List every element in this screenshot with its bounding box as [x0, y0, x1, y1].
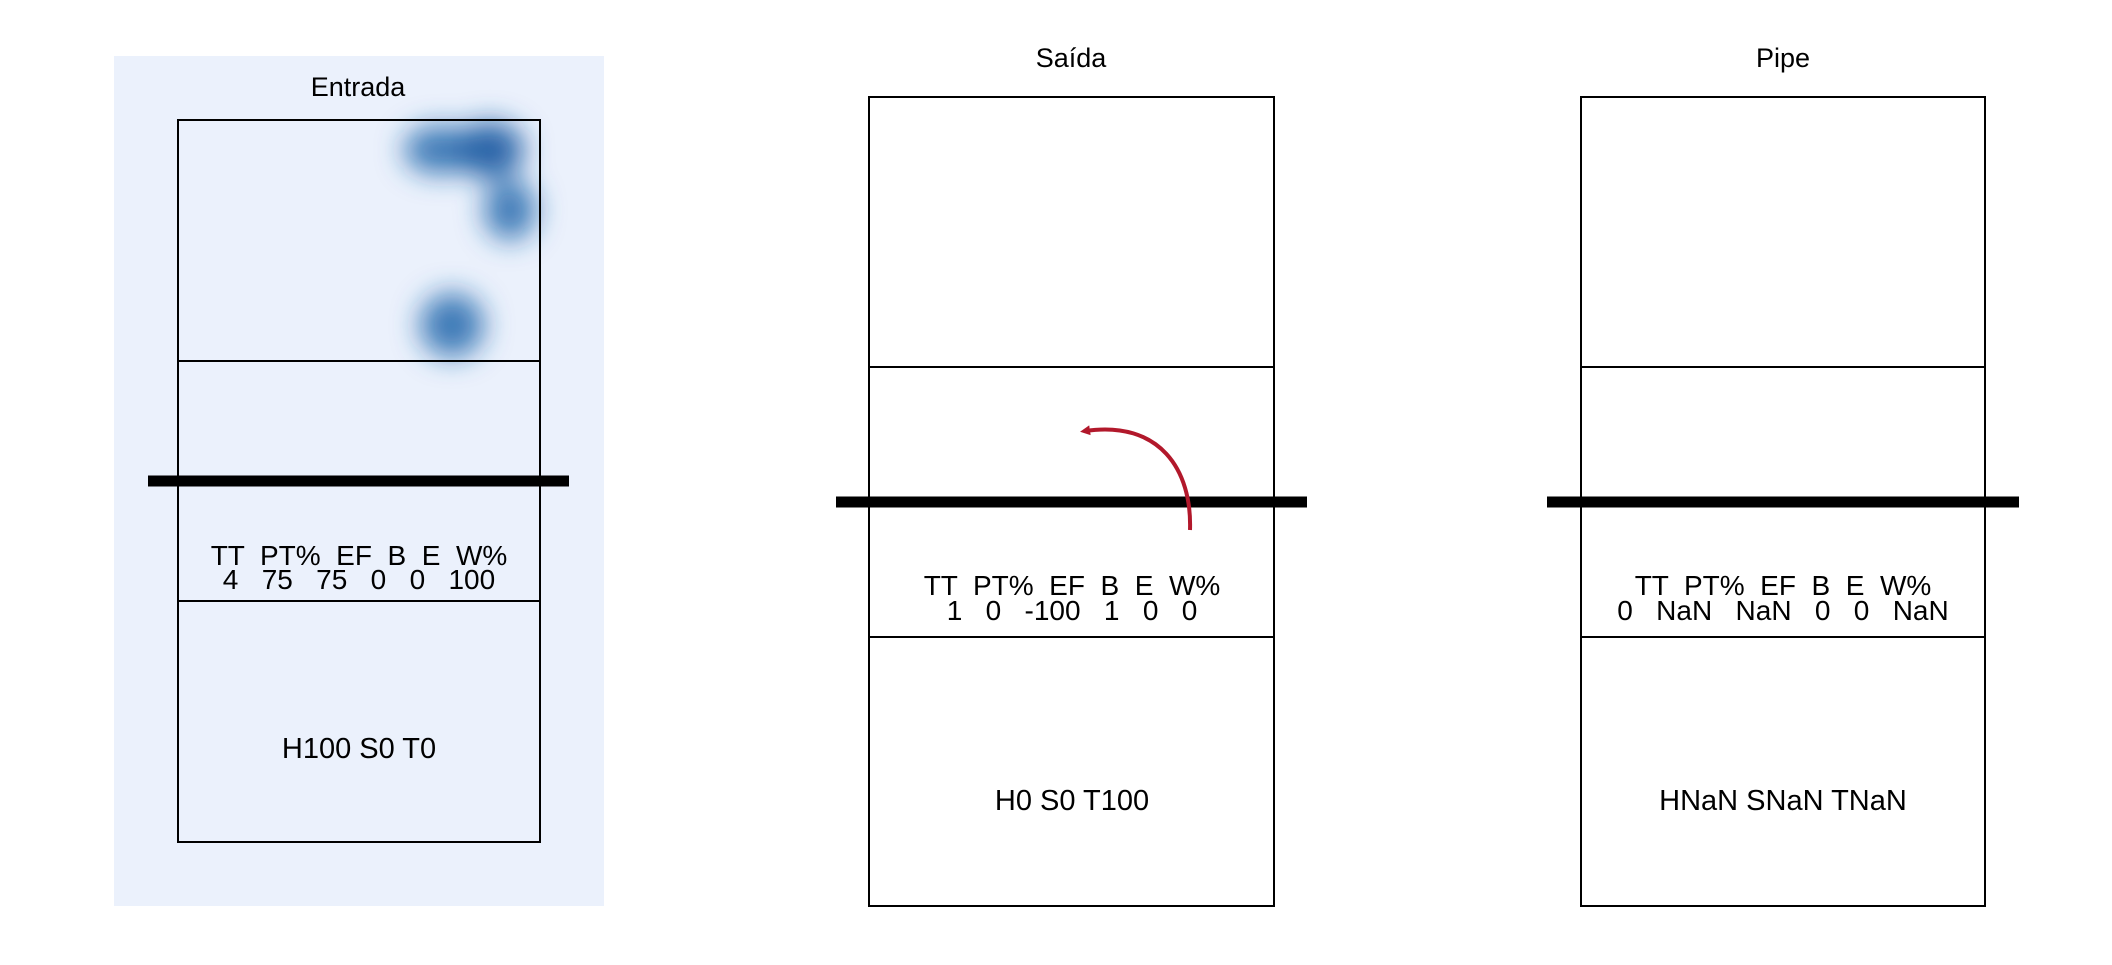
stats-values: 1 0 -100 1 0 0	[947, 595, 1198, 626]
stats-header: TT PT% EF B E W%	[924, 570, 1221, 601]
panel-saida: Saída TT PT% EF B E W% 1 0 -100 1 0 0 H0…	[836, 43, 1307, 907]
footer-stats: H100 S0 T0	[282, 733, 436, 765]
stats-values: 4 75 75 0 0 100	[223, 564, 495, 595]
heat-blob	[484, 180, 536, 240]
footer-stats: HNaN SNaN TNaN	[1659, 785, 1907, 817]
heat-blob	[456, 122, 524, 178]
stats-header: TT PT% EF B E W%	[1635, 570, 1932, 601]
footer-stats: H0 S0 T100	[995, 785, 1149, 817]
panel-title: Saída	[1036, 43, 1108, 73]
heatmap-density	[404, 122, 536, 357]
panel-title: Entrada	[311, 72, 407, 102]
panel-title: Pipe	[1756, 43, 1810, 73]
stats-values: 0 NaN NaN 0 0 NaN	[1617, 595, 1948, 626]
heat-blob	[404, 126, 476, 174]
attack-arrow	[1080, 425, 1193, 531]
stats-header: TT PT% EF B E W%	[211, 540, 508, 571]
heat-blob	[420, 293, 484, 357]
panel-pipe: Pipe TT PT% EF B E W% 0 NaN NaN 0 0 NaN …	[1547, 43, 2019, 907]
panel-entrada: Entrada TT PT% EF B E W% 4 75 75 0 0 100…	[114, 56, 604, 906]
